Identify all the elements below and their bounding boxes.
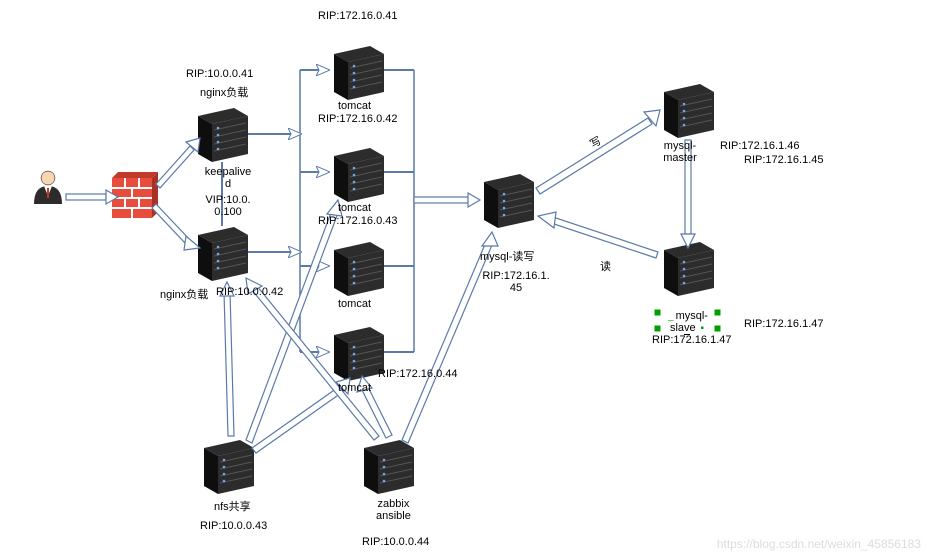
tomcat2-rip: RIP:172.16.0.43	[318, 215, 398, 227]
edge-firewall-nginx1	[156, 138, 200, 188]
edge-nfs-nginx2	[220, 282, 234, 436]
zabbix-server-icon	[364, 440, 414, 494]
tomcat1-server-icon	[334, 46, 384, 100]
edge-nfs-tomcat2	[246, 200, 342, 443]
tomcat2-server-icon	[334, 148, 384, 202]
zabbix-rip: RIP:10.0.0.44	[362, 536, 429, 548]
tomcat1-rip2: RIP:172.16.0.42	[318, 113, 398, 125]
vip-label: VIP:10.0. 0.100	[200, 194, 256, 218]
nginx2-rip: RIP:10.0.0.42	[216, 286, 283, 298]
edge-proxy-master	[536, 110, 660, 194]
zabbix-name: zabbix ansible	[376, 498, 411, 522]
edge-label-write: 写	[587, 132, 605, 151]
tomcat2-name: tomcat	[338, 202, 371, 214]
tomcat3-name: tomcat	[338, 298, 371, 310]
tomcat1-rip-above: RIP:172.16.0.41	[318, 10, 398, 22]
edge-user-firewall	[66, 190, 118, 204]
mysql-slave-server-icon	[664, 242, 714, 296]
firewall-icon	[112, 172, 158, 218]
mysql-proxy-rip: RIP:172.16.1. 45	[480, 270, 552, 294]
mysql-slave-name: _mysql-slave ▪	[666, 310, 710, 334]
nginx2-server-icon	[198, 227, 248, 281]
mysql-master-rip: RIP:172.16.1.46	[720, 140, 800, 152]
edge-nfs-tomcat4	[252, 378, 350, 453]
mysql-slave-rip: RIP:172.16.1.47	[652, 334, 732, 346]
edge-firewall-nginx2	[152, 204, 200, 250]
nginx1-name: nginx负载	[200, 84, 248, 100]
keepalived-label: keepalive d	[200, 166, 256, 190]
tomcat4-server-icon	[334, 327, 384, 381]
nfs-rip: RIP:10.0.0.43	[200, 520, 267, 532]
nginx1-rip: RIP:10.0.0.41	[186, 68, 253, 80]
tomcat4-name: tomcat	[338, 382, 371, 394]
tomcat4-rip: RIP:172.16.0.44	[378, 368, 458, 380]
mysql-proxy-server-icon	[484, 174, 534, 228]
watermark: https://blog.csdn.net/weixin_45856183	[717, 537, 921, 551]
edge-slave-proxy	[538, 212, 658, 258]
user-icon	[34, 171, 62, 204]
mysql-master-rip-dup: RIP:172.16.1.45	[744, 154, 824, 166]
edge-label-read: 读	[600, 258, 611, 274]
tomcat3-server-icon	[334, 242, 384, 296]
nfs-name: nfs共享	[214, 498, 251, 514]
nginx2-name: nginx负载	[160, 286, 208, 302]
tomcat1-name: tomcat	[338, 100, 371, 112]
mysql-master-name: mysql-master	[660, 140, 700, 164]
mysql-master-server-icon	[664, 84, 714, 138]
nginx1-server-icon	[198, 108, 248, 162]
mysql-proxy-name: mysql-读写	[480, 248, 534, 264]
mysql-slave-rip-dup: RIP:172.16.1.47	[744, 318, 824, 330]
nfs-server-icon	[204, 440, 254, 494]
edge-bus-mysqlproxy	[414, 193, 480, 207]
